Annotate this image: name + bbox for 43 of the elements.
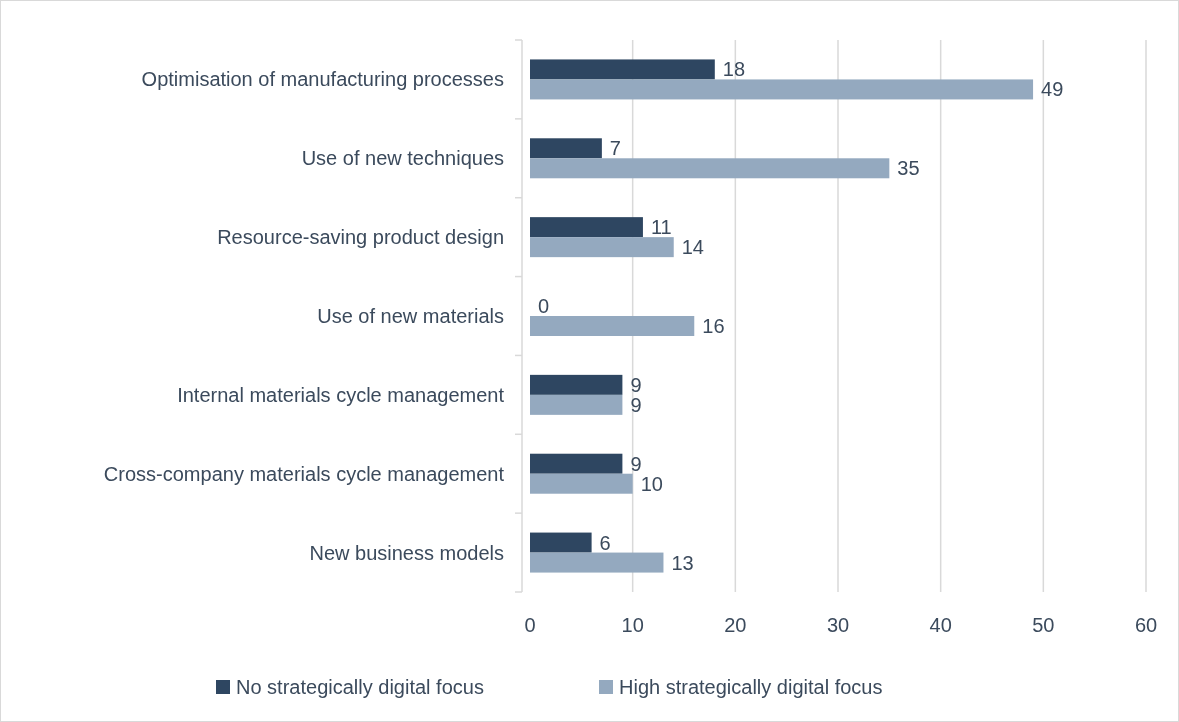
bar <box>530 316 695 336</box>
bar <box>530 158 890 179</box>
data-label: 9 <box>630 373 642 396</box>
bar <box>530 473 633 494</box>
bar <box>530 79 1034 100</box>
data-label: 13 <box>671 551 694 574</box>
bar <box>530 453 623 474</box>
y-tick-label: Resource-saving product design <box>217 226 504 249</box>
data-label: 10 <box>640 472 663 495</box>
data-label: 9 <box>630 393 642 416</box>
x-tick-label: 40 <box>929 614 952 636</box>
legend-label: No strategically digital focus <box>236 676 484 698</box>
data-label: 7 <box>609 137 621 160</box>
data-label: 49 <box>1041 78 1064 101</box>
x-tick-label: 30 <box>826 614 850 636</box>
data-label: 18 <box>722 58 746 81</box>
x-tick-label: 50 <box>1032 614 1055 636</box>
data-label: 0 <box>538 295 550 317</box>
data-label: 6 <box>599 531 611 554</box>
bar <box>530 552 664 573</box>
x-tick-label: 60 <box>1134 614 1158 636</box>
y-tick-label: Use of new techniques <box>301 147 504 170</box>
x-tick-label: 10 <box>621 614 644 636</box>
y-tick-label: Cross-company materials cycle management <box>103 462 505 485</box>
data-label: 16 <box>702 315 725 337</box>
bar <box>530 138 602 159</box>
bar <box>530 374 623 395</box>
x-tick-label: 0 <box>524 614 536 636</box>
data-label: 14 <box>681 236 704 259</box>
bar <box>530 394 623 415</box>
y-tick-label: Internal materials cycle management <box>177 383 505 406</box>
x-tick-label: 20 <box>724 614 747 636</box>
data-label: 9 <box>630 452 642 475</box>
bar <box>530 237 674 258</box>
data-label: 11 <box>650 216 672 239</box>
y-tick-label: New business models <box>309 541 504 564</box>
bar <box>530 217 643 238</box>
legend-label: High strategically digital focus <box>619 676 883 698</box>
y-tick-label: Use of new materials <box>317 305 504 327</box>
bar <box>530 532 592 553</box>
bar <box>530 59 715 80</box>
y-tick-label: Optimisation of manufacturing processes <box>141 68 504 91</box>
data-label: 35 <box>897 157 920 180</box>
